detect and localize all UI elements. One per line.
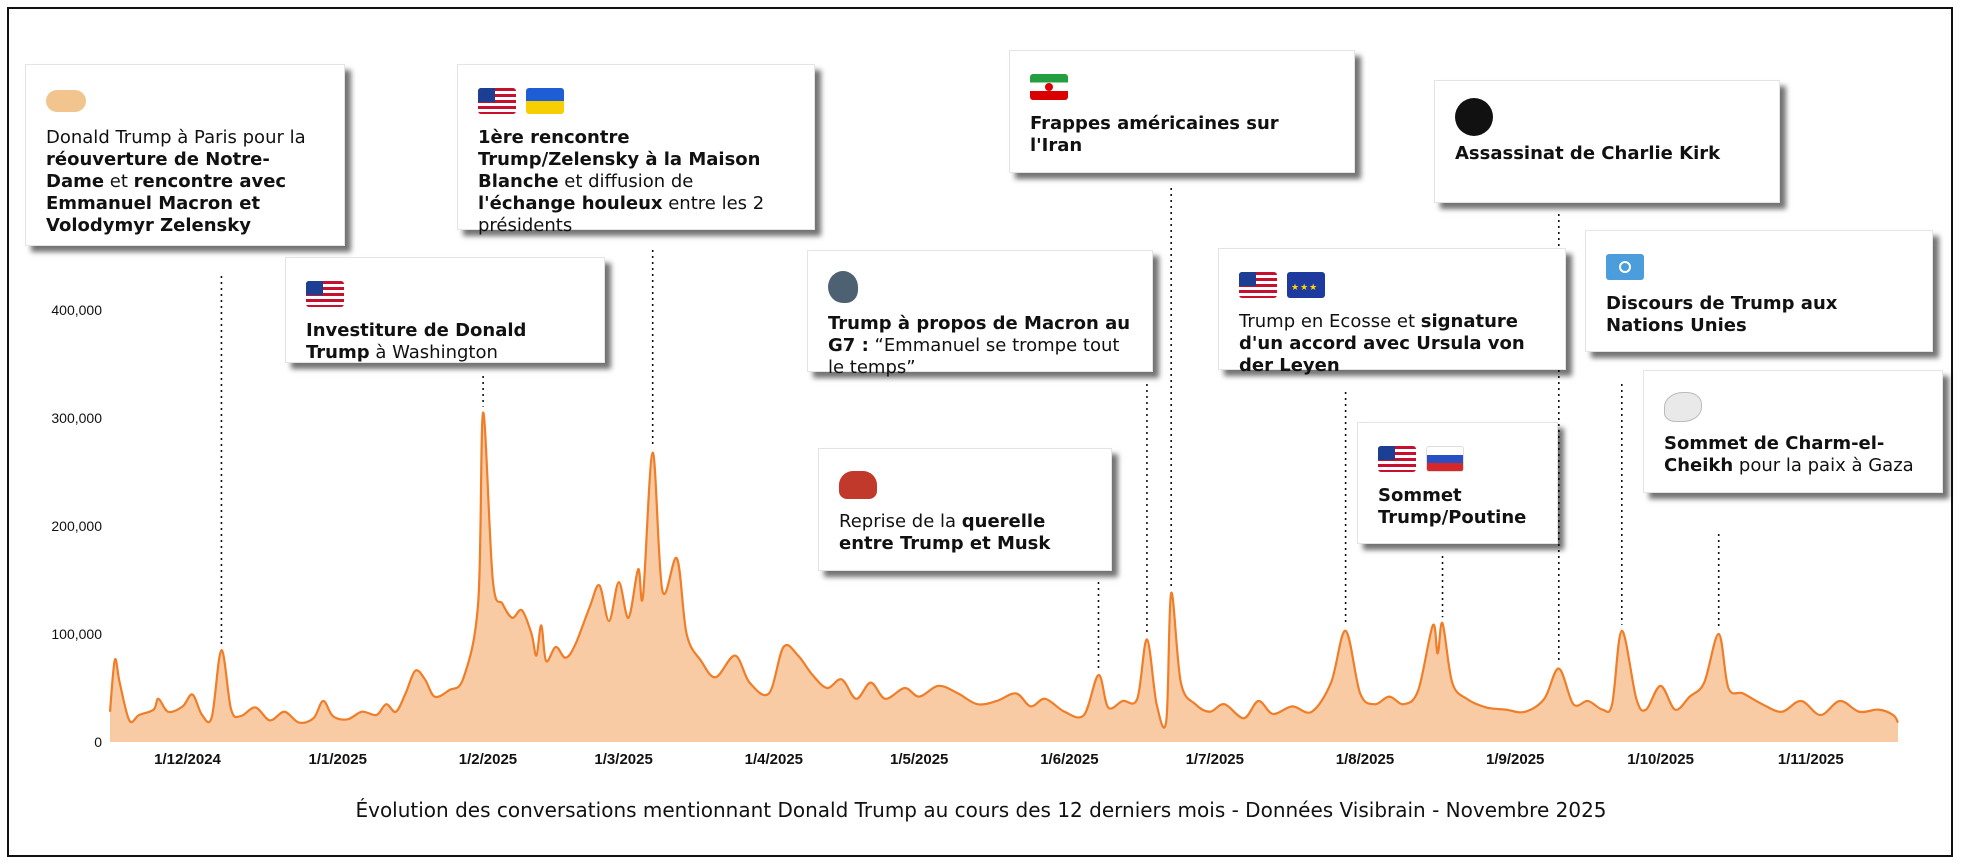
y-tick-label: 100,000 <box>51 626 102 642</box>
annotation-text: Frappes américaines sur l'Iran <box>1030 113 1279 156</box>
chart-frame <box>7 7 1953 857</box>
annotation-text: Trump à propos de Macron au G7 : “Emmanu… <box>828 313 1131 378</box>
x-tick-label: 1/2/2025 <box>459 751 517 768</box>
boxing-icon <box>839 471 877 499</box>
annotation-leaders <box>220 188 1720 670</box>
ir-icon <box>1030 74 1068 100</box>
annotation-card: Investiture de Donald Trump à Washington <box>285 257 605 363</box>
annotation-text: Sommet de Charm-el-Cheikh pour la paix à… <box>1664 433 1914 476</box>
x-tick-label: 1/5/2025 <box>890 751 948 768</box>
annotation-text: Trump en Ecosse et signature d'un accord… <box>1239 311 1525 376</box>
y-tick-label: 300,000 <box>51 410 102 426</box>
us-icon <box>1378 446 1416 472</box>
annotation-text: Assassinat de Charlie Kirk <box>1455 143 1721 164</box>
annotation-card: Discours de Trump aux Nations Unies <box>1585 230 1933 352</box>
annotation-text: Reprise de la querelle entre Trump et Mu… <box>839 511 1051 554</box>
annotation-text: Investiture de Donald Trump à Washington <box>306 320 527 363</box>
us-icon <box>478 88 516 114</box>
ru-icon <box>1426 446 1464 472</box>
handshake-icon <box>46 90 86 112</box>
y-axis: 400,000 300,000 200,000 100,000 0 <box>51 302 102 750</box>
annotation-card: Sommet de Charm-el-Cheikh pour la paix à… <box>1643 370 1943 493</box>
annotation-card: Assassinat de Charlie Kirk <box>1434 80 1780 203</box>
x-tick-label: 1/7/2025 <box>1186 751 1244 768</box>
annotation-card: Trump à propos de Macron au G7 : “Emmanu… <box>807 250 1153 378</box>
x-tick-label: 1/11/2025 <box>1778 751 1844 768</box>
x-tick-label: 1/8/2025 <box>1336 751 1394 768</box>
series-area <box>110 412 1898 742</box>
us-icon <box>306 281 344 307</box>
x-tick-label: 1/9/2025 <box>1486 751 1544 768</box>
circle-icon <box>1455 98 1493 136</box>
annotation-card: Sommet Trump/Poutine <box>1357 422 1558 544</box>
speak-icon <box>828 271 858 303</box>
annotation-text: Donald Trump à Paris pour la réouverture… <box>46 127 306 236</box>
x-tick-label: 1/4/2025 <box>745 751 803 768</box>
series-line <box>108 411 1899 729</box>
dove-icon <box>1664 392 1702 422</box>
annotation-text: 1ère rencontre Trump/Zelensky à la Maiso… <box>478 127 765 236</box>
annotation-card: Trump en Ecosse et signature d'un accord… <box>1218 248 1566 376</box>
y-tick-label: 0 <box>94 734 102 750</box>
annotation-card: Frappes américaines sur l'Iran <box>1009 50 1355 173</box>
annotation-card: Reprise de la querelle entre Trump et Mu… <box>818 448 1112 571</box>
y-tick-label: 200,000 <box>51 518 102 534</box>
x-tick-label: 1/6/2025 <box>1040 751 1098 768</box>
annotation-card: 1ère rencontre Trump/Zelensky à la Maiso… <box>457 64 815 236</box>
ua-icon <box>526 88 564 114</box>
annotation-card: Donald Trump à Paris pour la réouverture… <box>25 64 345 246</box>
annotation-text: Discours de Trump aux Nations Unies <box>1606 293 1838 336</box>
us-icon <box>1239 272 1277 298</box>
y-tick-label: 400,000 <box>51 302 102 318</box>
chart-caption: Évolution des conversations mentionnant … <box>355 798 1607 822</box>
annotation-text: Sommet Trump/Poutine <box>1378 485 1527 528</box>
un-icon <box>1606 254 1644 280</box>
x-tick-label: 1/10/2025 <box>1627 751 1694 768</box>
x-tick-label: 1/12/2024 <box>154 751 221 768</box>
x-tick-label: 1/3/2025 <box>594 751 652 768</box>
eu-icon <box>1287 272 1325 298</box>
x-axis: 1/12/2024 1/1/2025 1/2/2025 1/3/2025 1/4/202… <box>154 751 1844 768</box>
x-tick-label: 1/1/2025 <box>309 751 367 768</box>
